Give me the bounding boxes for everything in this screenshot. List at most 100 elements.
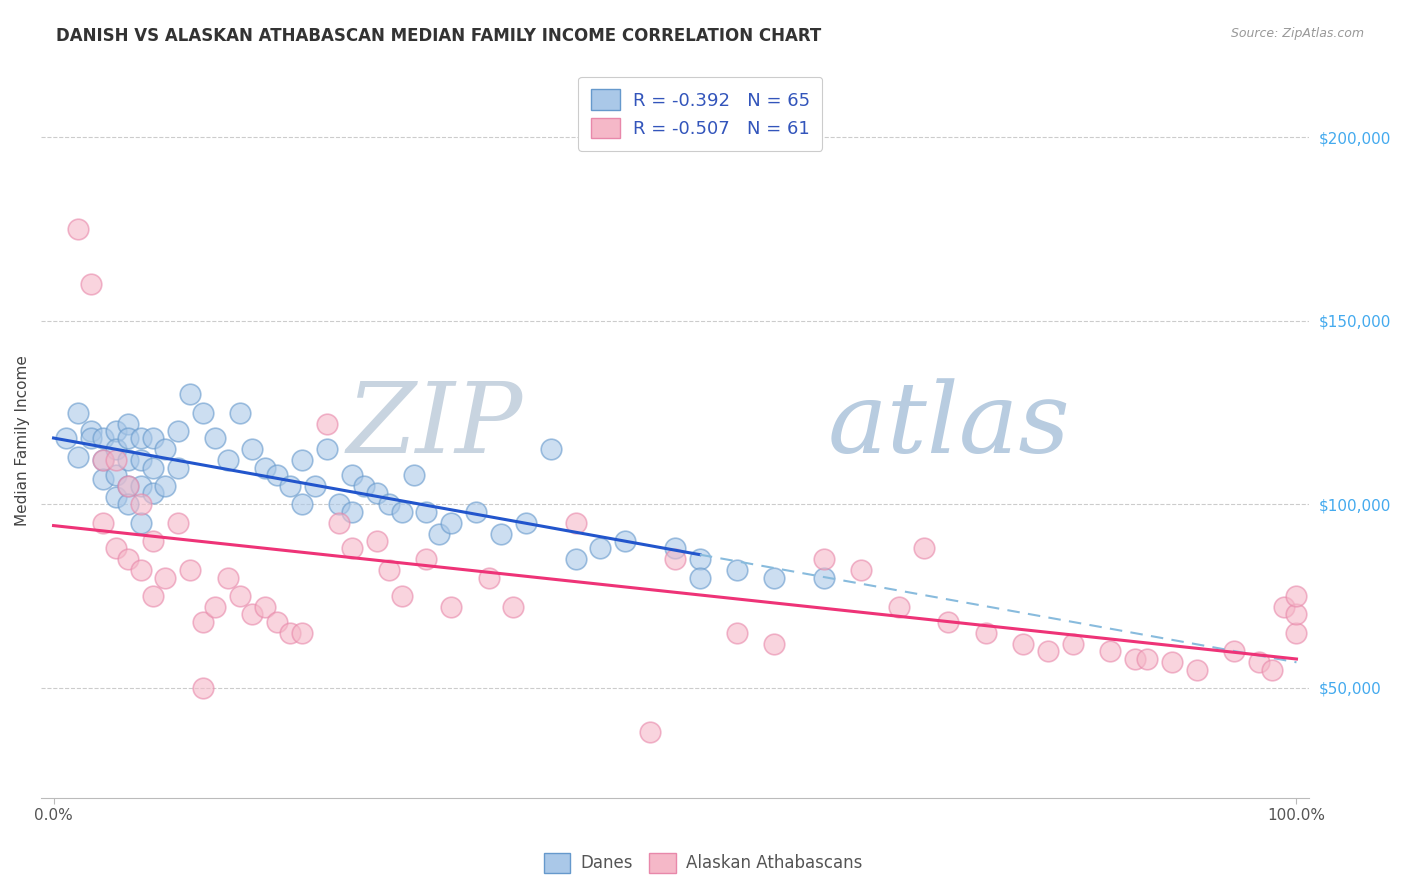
- Point: [340, 467, 363, 482]
- Point: [1272, 600, 1295, 615]
- Point: [204, 431, 226, 445]
- Point: [117, 479, 139, 493]
- Point: [166, 516, 188, 530]
- Point: [142, 534, 165, 549]
- Point: [851, 564, 873, 578]
- Point: [689, 571, 711, 585]
- Point: [129, 564, 152, 578]
- Point: [1249, 655, 1271, 669]
- Point: [328, 516, 350, 530]
- Point: [229, 406, 252, 420]
- Point: [366, 534, 388, 549]
- Point: [1161, 655, 1184, 669]
- Point: [1185, 663, 1208, 677]
- Point: [316, 417, 339, 431]
- Point: [80, 431, 103, 445]
- Point: [1285, 607, 1308, 622]
- Point: [391, 589, 413, 603]
- Point: [477, 571, 499, 585]
- Legend: R = -0.392   N = 65, R = -0.507   N = 61: R = -0.392 N = 65, R = -0.507 N = 61: [578, 77, 823, 151]
- Point: [117, 552, 139, 566]
- Point: [179, 387, 201, 401]
- Point: [91, 516, 114, 530]
- Point: [129, 431, 152, 445]
- Point: [80, 424, 103, 438]
- Point: [142, 431, 165, 445]
- Point: [142, 486, 165, 500]
- Point: [664, 552, 686, 566]
- Point: [340, 505, 363, 519]
- Y-axis label: Median Family Income: Median Family Income: [15, 355, 30, 525]
- Point: [489, 526, 512, 541]
- Point: [242, 442, 264, 457]
- Text: Source: ZipAtlas.com: Source: ZipAtlas.com: [1230, 27, 1364, 40]
- Point: [104, 467, 127, 482]
- Point: [155, 479, 177, 493]
- Point: [129, 479, 152, 493]
- Legend: Danes, Alaskan Athabascans: Danes, Alaskan Athabascans: [537, 847, 869, 880]
- Point: [1285, 625, 1308, 640]
- Point: [328, 497, 350, 511]
- Point: [166, 460, 188, 475]
- Point: [725, 625, 748, 640]
- Point: [67, 222, 90, 236]
- Text: atlas: atlas: [827, 378, 1070, 474]
- Point: [91, 431, 114, 445]
- Point: [664, 541, 686, 556]
- Point: [217, 571, 239, 585]
- Point: [117, 497, 139, 511]
- Point: [391, 505, 413, 519]
- Point: [465, 505, 488, 519]
- Point: [278, 479, 301, 493]
- Point: [242, 607, 264, 622]
- Point: [564, 552, 586, 566]
- Point: [67, 406, 90, 420]
- Point: [291, 453, 314, 467]
- Point: [402, 467, 425, 482]
- Point: [191, 406, 214, 420]
- Point: [129, 453, 152, 467]
- Point: [104, 453, 127, 467]
- Point: [55, 431, 77, 445]
- Point: [91, 472, 114, 486]
- Point: [229, 589, 252, 603]
- Point: [415, 552, 437, 566]
- Point: [689, 552, 711, 566]
- Point: [340, 541, 363, 556]
- Point: [366, 486, 388, 500]
- Point: [813, 552, 835, 566]
- Text: DANISH VS ALASKAN ATHABASCAN MEDIAN FAMILY INCOME CORRELATION CHART: DANISH VS ALASKAN ATHABASCAN MEDIAN FAMI…: [56, 27, 821, 45]
- Point: [378, 497, 401, 511]
- Point: [91, 453, 114, 467]
- Point: [1223, 644, 1246, 658]
- Point: [813, 571, 835, 585]
- Point: [91, 453, 114, 467]
- Point: [763, 571, 786, 585]
- Point: [440, 516, 463, 530]
- Point: [938, 615, 960, 629]
- Point: [1136, 651, 1159, 665]
- Point: [204, 600, 226, 615]
- Point: [540, 442, 562, 457]
- Point: [117, 453, 139, 467]
- Point: [179, 564, 201, 578]
- Point: [253, 600, 276, 615]
- Point: [117, 431, 139, 445]
- Point: [304, 479, 326, 493]
- Point: [291, 625, 314, 640]
- Point: [589, 541, 612, 556]
- Point: [316, 442, 339, 457]
- Point: [725, 564, 748, 578]
- Point: [80, 277, 103, 291]
- Point: [1260, 663, 1282, 677]
- Point: [440, 600, 463, 615]
- Text: ZIP: ZIP: [347, 378, 523, 474]
- Point: [191, 615, 214, 629]
- Point: [1123, 651, 1146, 665]
- Point: [1285, 589, 1308, 603]
- Point: [974, 625, 997, 640]
- Point: [515, 516, 537, 530]
- Point: [638, 725, 661, 739]
- Point: [1098, 644, 1121, 658]
- Point: [142, 460, 165, 475]
